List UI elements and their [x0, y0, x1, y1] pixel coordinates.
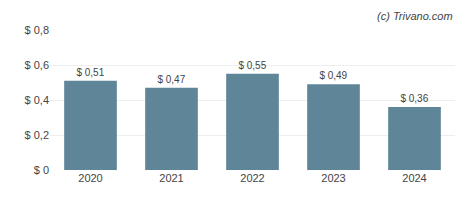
- svg-text:2024: 2024: [402, 172, 426, 184]
- svg-text:$ 0,51: $ 0,51: [76, 67, 104, 78]
- svg-text:$ 0,47: $ 0,47: [157, 74, 185, 85]
- svg-text:$ 0,55: $ 0,55: [238, 60, 266, 71]
- svg-text:2021: 2021: [159, 172, 183, 184]
- svg-text:$ 0,4: $ 0,4: [25, 94, 49, 106]
- svg-text:$ 0,8: $ 0,8: [25, 24, 49, 36]
- svg-text:2020: 2020: [78, 172, 102, 184]
- svg-text:$ 0,36: $ 0,36: [400, 93, 428, 104]
- svg-text:$ 0,6: $ 0,6: [25, 59, 49, 71]
- svg-text:$ 0,2: $ 0,2: [25, 129, 49, 141]
- svg-text:2022: 2022: [240, 172, 264, 184]
- svg-text:$ 0: $ 0: [34, 164, 49, 176]
- svg-text:(c) Trivano.com: (c) Trivano.com: [377, 10, 453, 22]
- svg-text:2023: 2023: [321, 172, 345, 184]
- svg-text:$ 0,49: $ 0,49: [319, 70, 347, 81]
